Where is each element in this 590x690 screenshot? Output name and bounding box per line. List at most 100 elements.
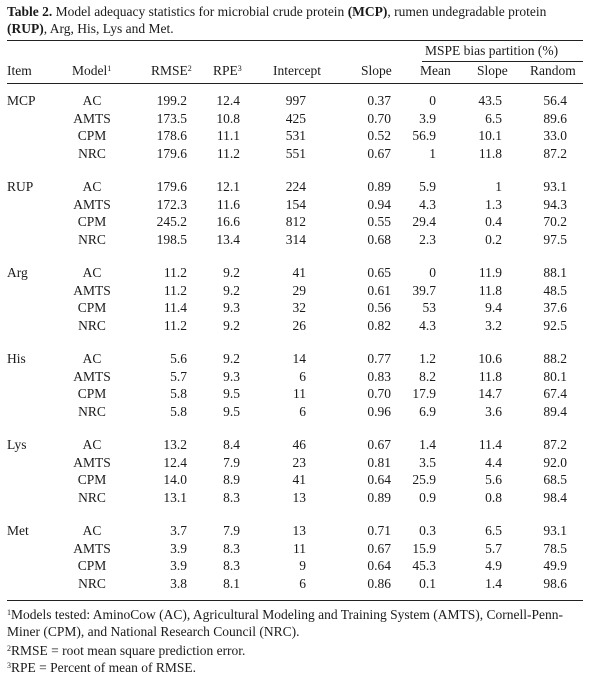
cell-rmse: 12.4 [163,454,187,470]
cell-mean: 5.9 [419,179,436,194]
cell-rpe: 8.3 [223,558,240,573]
cell-rmse: 13.2 [163,437,187,452]
cell-model: CPM [77,558,107,573]
cell-rmse: 172.3 [156,196,187,212]
cell-random: 88.1 [543,265,567,280]
cell-model: CPM [77,300,107,315]
cell-rmse: 3.9 [170,540,187,556]
cell-intercept: 6 [299,368,306,384]
cell-slope2: 0.8 [485,489,502,505]
cell-rpe: 11.6 [216,196,240,212]
cell-random: 93.1 [543,523,567,538]
cell-random: 33.0 [543,128,567,143]
cell-mean: 53 [422,300,437,315]
cell-mean: 2.3 [419,231,436,247]
cell-slope2: 11.8 [478,145,502,161]
header-slope-bias: Slope [477,63,508,78]
cell-model: CPM [77,214,107,229]
cell-intercept: 14 [292,351,307,366]
cell-intercept: 41 [292,265,307,280]
item-label: His [7,351,26,366]
cell-model: AC [82,265,102,280]
header-random: Random [530,63,576,78]
cell-rpe: 9.2 [223,351,240,366]
cell-slope: 0.89 [367,179,391,194]
cell-rpe: 11.1 [216,128,240,143]
cell-model: AMTS [73,368,111,384]
cell-mean: 25.9 [412,472,436,487]
cell-mean: 1.2 [419,351,436,366]
cell-rpe: 8.1 [223,575,240,591]
cell-random: 92.0 [543,454,567,470]
cell-slope: 0.56 [367,300,391,315]
cell-rpe: 8.3 [223,540,240,556]
table-bottom-rule [7,600,583,601]
item-label: Met [7,523,29,538]
cell-rpe: 9.5 [223,386,240,401]
cell-model: CPM [77,128,107,143]
cell-intercept: 6 [299,403,306,419]
cell-slope2: 5.6 [485,472,502,487]
cell-random: 56.4 [543,93,567,108]
cell-slope: 0.65 [367,265,391,280]
cell-slope: 0.86 [367,575,391,591]
cell-slope2: 4.9 [485,558,502,573]
cell-slope2: 11.9 [478,265,502,280]
cell-slope: 0.37 [367,93,391,108]
cell-mean: 0 [429,265,436,280]
header-item: Item [7,63,32,78]
header-rpe: RPE3 [213,63,242,78]
cell-intercept: 224 [285,179,306,194]
header-group-rule [422,61,583,62]
cell-rmse: 198.5 [156,231,187,247]
footnote-2: 2RMSE = root mean square prediction erro… [7,643,246,658]
cell-slope2: 10.1 [478,128,502,143]
cell-random: 89.6 [543,110,567,126]
cell-slope: 0.55 [367,214,391,229]
caption-text-2: , rumen undegradable protein [387,4,547,19]
cell-model: AC [82,179,102,194]
cell-intercept: 11 [293,386,306,401]
cell-random: 48.5 [543,282,567,298]
cell-slope2: 5.7 [485,540,502,556]
cell-model: NRC [78,317,106,333]
cell-random: 92.5 [543,317,567,333]
cell-intercept: 41 [292,472,307,487]
cell-rmse: 13.1 [163,489,187,505]
cell-rmse: 3.7 [170,523,187,538]
item-label: MCP [7,93,36,108]
cell-intercept: 812 [285,214,306,229]
cell-intercept: 6 [299,575,306,591]
cell-intercept: 26 [292,317,307,333]
cell-mean: 3.5 [419,454,436,470]
cell-mean: 0.1 [419,575,436,591]
cell-slope2: 11.8 [478,368,502,384]
cell-rmse: 245.2 [156,214,187,229]
cell-mean: 6.9 [419,403,436,419]
cell-slope2: 9.4 [485,300,502,315]
cell-random: 94.3 [543,196,567,212]
cell-intercept: 11 [293,540,306,556]
cell-random: 97.5 [543,231,567,247]
cell-rmse: 5.7 [170,368,187,384]
cell-slope: 0.70 [367,110,391,126]
table-label: Table 2. [7,4,53,19]
table-header-rule [7,83,583,84]
cell-slope: 0.67 [367,145,391,161]
cell-model: AC [82,93,102,108]
cell-intercept: 9 [299,558,306,573]
cell-rmse: 179.6 [156,145,187,161]
header-slope: Slope [361,63,392,78]
cell-intercept: 13 [292,489,307,505]
header-rmse: RMSE2 [151,63,192,78]
cell-rpe: 8.9 [223,472,240,487]
cell-model: AMTS [73,110,111,126]
item-label: RUP [7,179,34,194]
cell-rmse: 5.6 [170,351,187,366]
cell-rmse: 5.8 [170,386,187,401]
cell-intercept: 32 [292,300,307,315]
cell-model: NRC [78,489,106,505]
cell-slope2: 1 [495,179,502,194]
cell-slope2: 1.4 [485,575,502,591]
cell-slope: 0.70 [367,386,391,401]
